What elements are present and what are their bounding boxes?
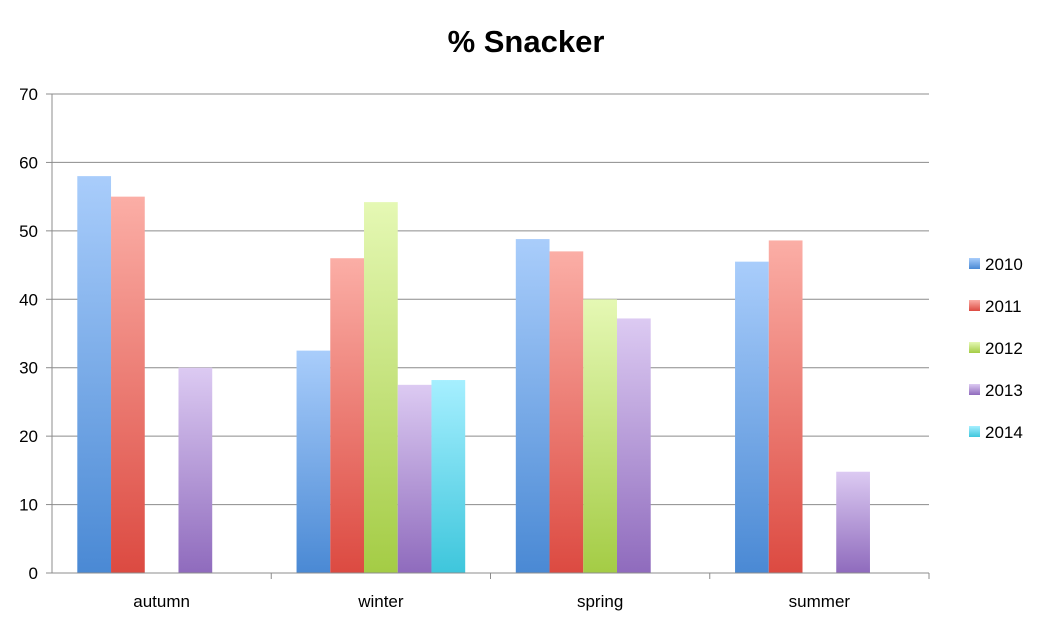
- bar-2010-winter: [296, 350, 331, 573]
- y-tick-label: 40: [19, 290, 38, 309]
- bar-2010-autumn: [77, 176, 112, 573]
- y-tick-label: 20: [19, 427, 38, 446]
- bar-2011-autumn: [111, 196, 145, 573]
- bar-2013-spring: [616, 318, 651, 573]
- bar-2013-summer: [836, 471, 870, 573]
- bars: [77, 176, 870, 574]
- x-tick-label: spring: [577, 592, 623, 611]
- legend-label-2014: 2014: [985, 423, 1023, 442]
- legend: 2010 2011 2012 2013 2014: [969, 255, 1023, 442]
- bar-2010-spring: [515, 239, 550, 573]
- x-tick-label: summer: [789, 592, 851, 611]
- bar-2011-summer: [768, 240, 803, 574]
- legend-label-2012: 2012: [985, 339, 1023, 358]
- bar-2014-winter: [431, 380, 466, 573]
- axes: 0 10 20 30 40 50 60 70 autumn winter spring summer: [19, 85, 930, 611]
- bar-2010-summer: [735, 261, 769, 573]
- bar-2012-winter: [364, 202, 398, 574]
- y-tick-label: 70: [19, 85, 38, 104]
- y-tick-label: 50: [19, 222, 38, 241]
- legend-swatch-2012: [969, 342, 980, 353]
- bar-2012-spring: [583, 299, 617, 573]
- legend-swatch-2011: [969, 300, 980, 311]
- legend-swatch-2010: [969, 258, 980, 269]
- legend-label-2011: 2011: [985, 297, 1022, 316]
- bar-2013-autumn: [178, 367, 213, 573]
- bar-2013-winter: [397, 384, 432, 573]
- y-tick-label: 30: [19, 359, 38, 378]
- y-tick-label: 10: [19, 496, 38, 515]
- chart-title: % Snacker: [447, 24, 605, 59]
- legend-label-2013: 2013: [985, 381, 1023, 400]
- y-tick-label: 0: [29, 564, 38, 583]
- bar-2011-winter: [330, 258, 365, 573]
- y-tick-label: 60: [19, 153, 38, 172]
- legend-label-2010: 2010: [985, 255, 1023, 274]
- legend-swatch-2013: [969, 384, 980, 395]
- x-tick-label: autumn: [133, 592, 190, 611]
- bar-2011-spring: [549, 251, 584, 573]
- x-tick-label: winter: [357, 592, 404, 611]
- legend-swatch-2014: [969, 426, 980, 437]
